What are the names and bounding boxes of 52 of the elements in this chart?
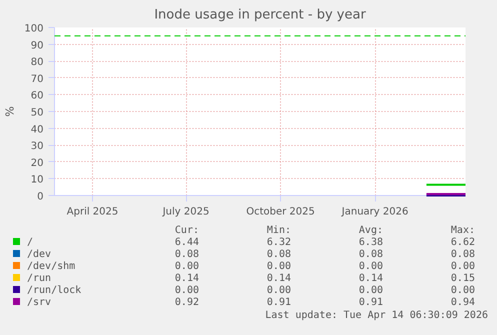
text: 6.62 bbox=[450, 237, 475, 249]
legend-label: /run bbox=[27, 273, 52, 285]
y-tick-label: 70 bbox=[30, 74, 44, 85]
text: 0.08 bbox=[266, 249, 291, 261]
y-tick-label: 50 bbox=[30, 108, 44, 118]
text: 0.00 bbox=[266, 285, 291, 297]
text: Min: bbox=[266, 225, 291, 237]
y-tick-label: 90 bbox=[30, 40, 44, 52]
text: 0.91 bbox=[266, 297, 291, 309]
text: Avg: bbox=[358, 225, 383, 237]
text: 0.00 bbox=[358, 285, 383, 297]
text: 0.08 bbox=[450, 249, 475, 261]
text: 0.00 bbox=[266, 261, 291, 273]
text: 0.14 bbox=[358, 273, 383, 285]
text: 6.32 bbox=[266, 237, 291, 249]
text: 0.08 bbox=[358, 249, 383, 261]
text: 0.91 bbox=[358, 297, 383, 309]
legend-label: /run/lock bbox=[27, 285, 82, 297]
y-tick-label: 10 bbox=[30, 174, 44, 186]
chart-title: Inode usage in percent - by year bbox=[154, 8, 366, 22]
y-tick-label: 30 bbox=[30, 141, 44, 152]
legend-label: /dev/shm bbox=[27, 261, 76, 273]
y-tick-label: 40 bbox=[30, 124, 44, 136]
text: 6.44 bbox=[174, 237, 199, 249]
text: 6.38 bbox=[358, 237, 383, 249]
text: Max: bbox=[450, 225, 475, 237]
text: 0.15 bbox=[450, 273, 475, 285]
text: 0.00 bbox=[174, 261, 199, 273]
text: 0.08 bbox=[174, 249, 199, 261]
x-tick-label: April 2025 bbox=[66, 206, 118, 218]
text: 0.00 bbox=[450, 261, 475, 273]
text: Cur: bbox=[174, 225, 199, 237]
legend-label: /srv bbox=[27, 297, 52, 309]
text: 0.00 bbox=[450, 285, 475, 297]
x-tick-label: July 2025 bbox=[162, 206, 210, 218]
x-tick-label: October 2025 bbox=[246, 206, 315, 218]
text: 0.94 bbox=[450, 297, 475, 309]
y-tick-label: 80 bbox=[30, 57, 44, 68]
legend-label: / bbox=[27, 237, 34, 249]
y-tick-label: 60 bbox=[30, 90, 44, 102]
text: Last update: Tue Apr 14 06:30:09 2026 bbox=[264, 309, 488, 323]
y-tick-label: 0 bbox=[37, 192, 44, 202]
text: 0.00 bbox=[358, 261, 383, 273]
y-tick-label: 20 bbox=[30, 158, 44, 169]
x-tick-label: January 2026 bbox=[340, 206, 408, 218]
legend-label: /dev bbox=[27, 249, 52, 261]
text: 0.14 bbox=[174, 273, 199, 285]
text: 0.14 bbox=[266, 273, 291, 285]
y-axis-title: % bbox=[3, 106, 16, 117]
text: 0.92 bbox=[174, 297, 199, 309]
y-tick-label: 100 bbox=[24, 24, 44, 34]
text: 0.00 bbox=[174, 285, 199, 297]
